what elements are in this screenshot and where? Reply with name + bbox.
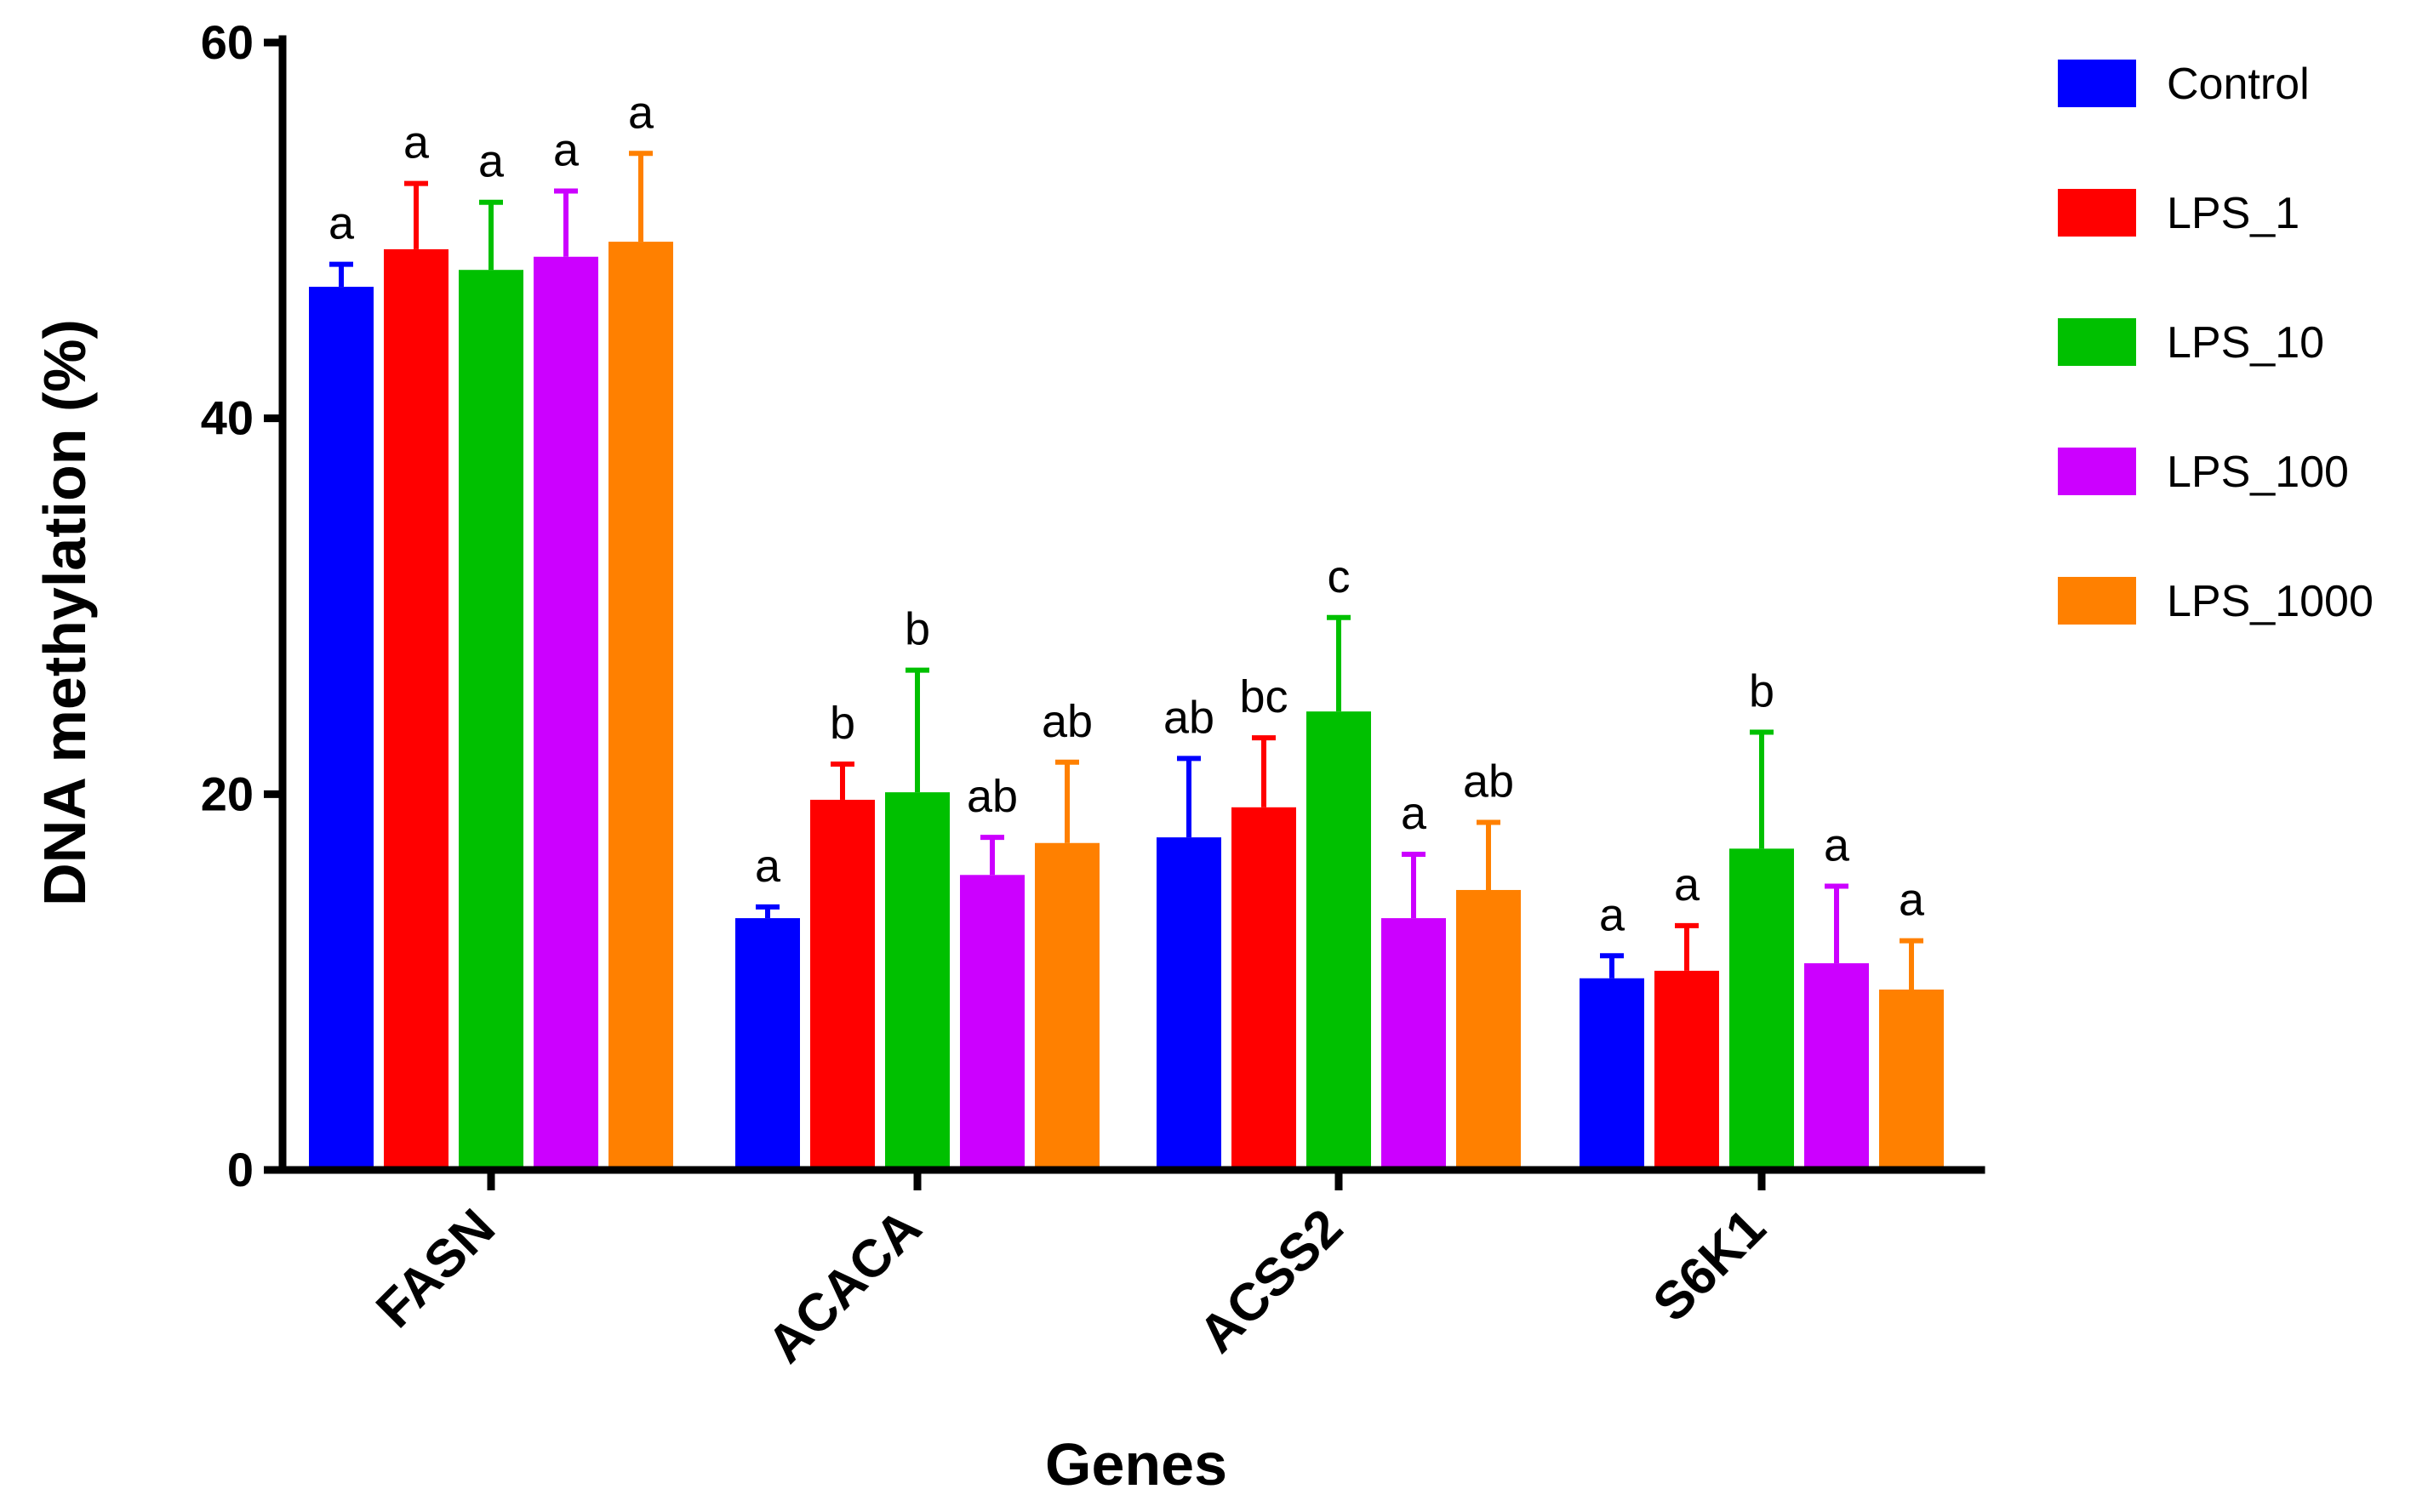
legend-item-control: Control <box>2058 60 2310 109</box>
significance-label: a <box>478 136 505 187</box>
significance-label: ab <box>967 771 1018 822</box>
bar-acss2-lps_100 <box>1381 918 1446 1170</box>
significance-label: a <box>1674 859 1700 910</box>
significance-label: a <box>553 124 580 175</box>
error-bars-layer <box>329 151 1923 990</box>
error-bar-fasn-lps_10 <box>479 199 503 271</box>
bar-acaca-lps_1000 <box>1035 842 1100 1170</box>
significance-label: a <box>403 117 430 168</box>
legend: Control LPS_1 LPS_10 LPS_100 LPS_1000 <box>2058 60 2374 626</box>
bar-acss2-lps_1 <box>1231 807 1296 1170</box>
bar-fasn-control <box>309 287 374 1170</box>
bar-s6k1-lps_1000 <box>1879 990 1944 1170</box>
y-tick-label: 40 <box>201 391 254 445</box>
legend-label: LPS_100 <box>2167 448 2349 497</box>
bar-acaca-control <box>735 918 800 1170</box>
error-bar-acss2-lps_1 <box>1252 735 1276 807</box>
bar-fasn-lps_100 <box>534 256 598 1170</box>
error-bar-acaca-lps_1000 <box>1055 759 1079 843</box>
x-axis-title: Genes <box>1045 1431 1227 1498</box>
y-tick-label: 20 <box>201 767 254 820</box>
bar-s6k1-lps_100 <box>1804 963 1869 1170</box>
x-tick-label: S6K1 <box>1642 1198 1776 1332</box>
bar-s6k1-control <box>1580 978 1644 1170</box>
bar-s6k1-lps_10 <box>1729 848 1794 1170</box>
significance-label: a <box>1401 788 1427 839</box>
error-bar-s6k1-lps_100 <box>1825 883 1848 964</box>
error-bar-s6k1-lps_1 <box>1675 922 1699 971</box>
significance-label: c <box>1328 551 1351 602</box>
x-tick-label: FASN <box>365 1198 506 1339</box>
legend-item-lps_1000: LPS_1000 <box>2058 577 2374 626</box>
legend-swatch <box>2058 577 2136 625</box>
legend-label: Control <box>2167 60 2310 109</box>
legend-swatch <box>2058 60 2136 107</box>
x-tick-label: ACACA <box>757 1198 933 1374</box>
legend-swatch <box>2058 189 2136 237</box>
error-bar-acss2-lps_10 <box>1327 614 1351 712</box>
error-bar-acaca-lps_100 <box>980 835 1004 876</box>
y-tick-label: 0 <box>227 1143 254 1196</box>
error-bar-s6k1-control <box>1600 953 1624 979</box>
significance-label: a <box>628 87 654 138</box>
significance-label: a <box>1824 820 1850 871</box>
legend-swatch <box>2058 318 2136 366</box>
error-bar-acss2-control <box>1177 756 1201 838</box>
significance-label: a <box>329 198 355 249</box>
significance-label: b <box>1749 665 1774 716</box>
error-bar-acss2-lps_100 <box>1402 852 1425 919</box>
error-bar-s6k1-lps_10 <box>1750 729 1774 849</box>
significance-label: ab <box>1163 692 1214 743</box>
significance-label: b <box>830 698 855 749</box>
significance-label: ab <box>1463 756 1514 807</box>
legend-item-lps_10: LPS_10 <box>2058 318 2324 368</box>
legend-swatch <box>2058 448 2136 495</box>
error-bar-fasn-lps_100 <box>554 188 578 257</box>
error-bar-s6k1-lps_1000 <box>1900 938 1923 990</box>
legend-label: LPS_10 <box>2167 318 2324 368</box>
error-bar-fasn-lps_1000 <box>629 151 653 242</box>
bar-fasn-lps_1000 <box>608 242 673 1170</box>
significance-label: bc <box>1239 671 1288 722</box>
significance-label: b <box>905 604 930 655</box>
bars-layer <box>309 242 1944 1171</box>
bar-acss2-lps_10 <box>1306 711 1371 1170</box>
x-tick-label: ACSS2 <box>1188 1198 1354 1364</box>
bar-s6k1-lps_1 <box>1654 970 1719 1170</box>
bar-acaca-lps_1 <box>810 799 875 1170</box>
significance-label: a <box>1899 875 1925 926</box>
error-bar-fasn-control <box>329 261 353 288</box>
bar-acaca-lps_10 <box>885 792 950 1170</box>
error-bar-acaca-control <box>756 904 780 919</box>
y-tick-label: 60 <box>201 15 254 69</box>
error-bar-acaca-lps_1 <box>831 762 854 800</box>
legend-item-lps_1: LPS_1 <box>2058 189 2300 238</box>
significance-label: a <box>1599 889 1625 940</box>
significance-label: a <box>755 841 781 892</box>
significance-label: ab <box>1042 696 1093 747</box>
bar-fasn-lps_10 <box>459 270 523 1170</box>
bar-acss2-control <box>1157 837 1221 1170</box>
legend-item-lps_100: LPS_100 <box>2058 448 2349 497</box>
legend-label: LPS_1000 <box>2167 577 2374 626</box>
bar-acss2-lps_1000 <box>1456 889 1521 1170</box>
y-axis-title: DNA methylation (%) <box>31 319 98 906</box>
legend-label: LPS_1 <box>2167 189 2300 238</box>
error-bar-fasn-lps_1 <box>404 180 428 249</box>
error-bar-acaca-lps_10 <box>906 667 929 793</box>
bar-acaca-lps_100 <box>960 875 1025 1170</box>
error-bar-acss2-lps_1000 <box>1477 819 1500 890</box>
bar-fasn-lps_1 <box>384 248 448 1171</box>
